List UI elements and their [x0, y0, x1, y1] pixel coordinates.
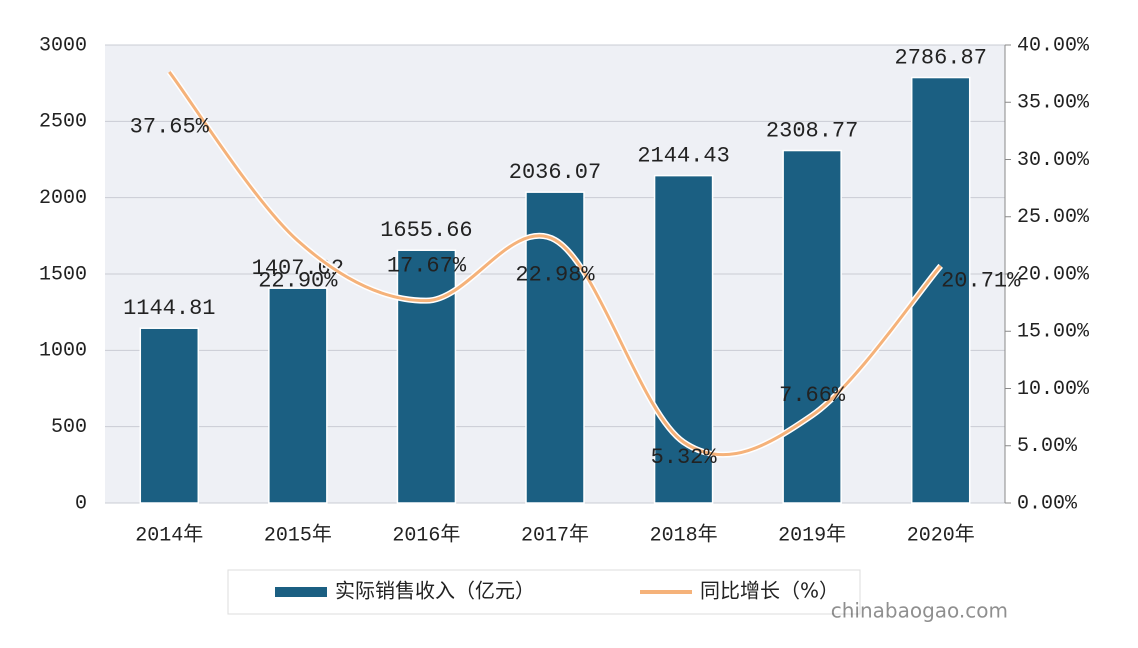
- legend-label: 同比增长（%）: [700, 579, 839, 603]
- bar-value-label: 2144.43: [637, 143, 729, 168]
- bar: [396, 249, 457, 504]
- x-tick-label: 2017年: [521, 522, 589, 547]
- x-tick-label: 2014年: [135, 522, 203, 547]
- line: [168, 70, 942, 457]
- line-value-label: 17.67%: [387, 253, 467, 278]
- line-value-label: 37.65%: [130, 115, 210, 140]
- x-tick-label: 2015年: [264, 522, 332, 547]
- bar-value-label: 1144.81: [123, 296, 215, 321]
- y2-tick-label: 30.00%: [1017, 149, 1090, 172]
- bar-value-label: 1655.66: [380, 218, 472, 243]
- line-value-label: 20.71%: [941, 269, 1021, 294]
- y2-tick-label: 10.00%: [1017, 378, 1090, 401]
- y-tick-label: 1500: [39, 263, 87, 286]
- y-tick-label: 3000: [39, 34, 87, 57]
- bar: [525, 191, 585, 504]
- x-tick-label: 2019年: [778, 522, 846, 547]
- line-value-label: 22.90%: [258, 269, 338, 294]
- y2-tick-label: 25.00%: [1017, 206, 1090, 229]
- bar: [268, 287, 328, 504]
- y2-tick-label: 15.00%: [1017, 321, 1090, 344]
- bar-value-label: 2786.87: [895, 45, 987, 70]
- x-tick-label: 2016年: [392, 522, 460, 547]
- y2-tick-label: 40.00%: [1017, 34, 1090, 57]
- y-tick-label: 2500: [39, 111, 87, 134]
- legend-box: [227, 569, 861, 615]
- bar-value-label: 2036.07: [509, 160, 601, 185]
- bar: [782, 149, 842, 504]
- y-tick-label: 0: [75, 492, 87, 515]
- bar-value-label: 2308.77: [766, 118, 858, 143]
- y-tick-label: 500: [51, 416, 87, 439]
- y2-tick-label: 0.00%: [1017, 492, 1078, 515]
- y2-tick-label: 35.00%: [1017, 92, 1090, 115]
- line-value-label: 5.32%: [651, 445, 718, 470]
- bar: [139, 327, 200, 504]
- watermark: chinabaogao.com: [831, 599, 1008, 623]
- y-tick-label: 2000: [39, 187, 87, 210]
- legend-swatch: [275, 587, 327, 597]
- y2-tick-label: 20.00%: [1017, 263, 1090, 286]
- legend-label: 实际销售收入（亿元）: [335, 579, 535, 603]
- x-tick-label: 2018年: [650, 522, 718, 547]
- y-tick-label: 1000: [39, 340, 87, 363]
- line-value-label: 7.66%: [779, 383, 846, 408]
- line-value-label: 22.98%: [515, 263, 595, 288]
- y2-tick-label: 5.00%: [1017, 435, 1078, 458]
- x-tick-label: 2020年: [907, 522, 975, 547]
